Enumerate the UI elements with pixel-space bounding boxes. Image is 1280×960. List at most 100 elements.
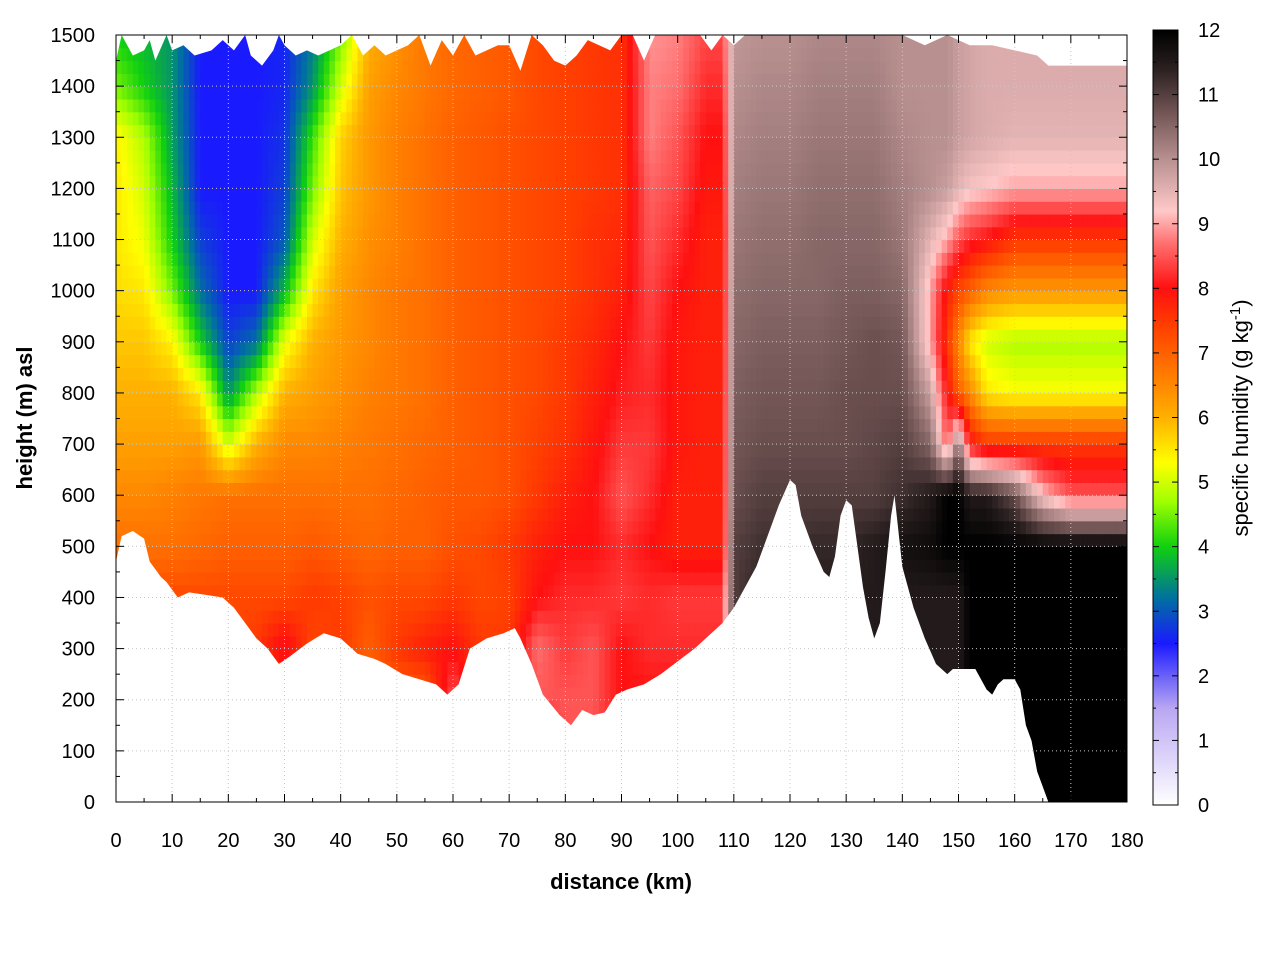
heatmap-cell bbox=[486, 213, 493, 228]
heatmap-cell bbox=[537, 546, 544, 560]
heatmap-cell bbox=[217, 380, 224, 394]
heatmap-cell bbox=[554, 60, 561, 74]
heatmap-cell bbox=[295, 213, 302, 228]
heatmap-cell bbox=[481, 329, 488, 343]
heatmap-cell bbox=[205, 303, 213, 317]
heatmap-cell bbox=[228, 98, 235, 113]
heatmap-cell bbox=[424, 648, 432, 662]
heatmap-cell bbox=[486, 469, 493, 484]
heatmap-cell bbox=[228, 597, 235, 611]
heatmap-cell bbox=[458, 303, 465, 317]
heatmap-cell bbox=[290, 495, 297, 509]
heatmap-cell bbox=[312, 329, 319, 343]
heatmap-cell bbox=[194, 482, 201, 496]
heatmap-cell bbox=[284, 418, 291, 432]
heatmap-cell bbox=[570, 635, 578, 650]
heatmap-cell bbox=[250, 188, 258, 202]
heatmap-cell bbox=[183, 290, 190, 305]
heatmap-cell bbox=[469, 303, 477, 317]
heatmap-cell bbox=[262, 584, 269, 599]
heatmap-cell bbox=[447, 367, 454, 381]
heatmap-cell bbox=[503, 265, 510, 279]
heatmap-cell bbox=[160, 546, 168, 560]
heatmap-cell bbox=[475, 111, 482, 126]
heatmap-cell bbox=[570, 674, 578, 688]
heatmap-cell bbox=[379, 648, 387, 662]
heatmap-cell bbox=[430, 239, 437, 253]
heatmap-cell bbox=[194, 303, 201, 317]
heatmap-cell bbox=[447, 354, 454, 368]
heatmap-cell bbox=[531, 60, 538, 74]
heatmap-cell bbox=[396, 482, 404, 496]
heatmap-cell bbox=[514, 456, 521, 471]
heatmap-cell bbox=[250, 610, 258, 624]
heatmap-cell bbox=[458, 98, 465, 113]
heatmap-cell bbox=[166, 201, 173, 215]
heatmap-cell bbox=[351, 610, 359, 624]
heatmap-cell bbox=[144, 60, 151, 74]
heatmap-cell bbox=[570, 98, 578, 113]
heatmap-cell bbox=[363, 265, 370, 279]
heatmap-cell bbox=[116, 290, 123, 305]
heatmap-cell bbox=[526, 571, 533, 586]
heatmap-cell bbox=[245, 354, 252, 368]
heatmap-cell bbox=[542, 635, 550, 650]
heatmap-cell bbox=[116, 47, 123, 62]
heatmap-cell bbox=[144, 252, 151, 266]
heatmap-cell bbox=[329, 47, 336, 62]
heatmap-cell bbox=[419, 86, 426, 100]
heatmap-cell bbox=[520, 316, 527, 330]
heatmap-cell bbox=[205, 73, 213, 87]
heatmap-cell bbox=[357, 239, 364, 253]
heatmap-cell bbox=[396, 150, 404, 164]
heatmap-cell bbox=[121, 495, 128, 509]
heatmap-cell bbox=[211, 111, 218, 126]
heatmap-cell bbox=[408, 418, 415, 432]
heatmap-cell bbox=[458, 60, 465, 74]
heatmap-cell bbox=[205, 252, 213, 266]
heatmap-cell bbox=[559, 597, 566, 611]
heatmap-cell bbox=[497, 354, 505, 368]
heatmap-cell bbox=[211, 98, 218, 113]
heatmap-cell bbox=[273, 469, 280, 484]
heatmap-cell bbox=[509, 98, 516, 113]
heatmap-cell bbox=[492, 60, 499, 74]
heatmap-cell bbox=[554, 674, 561, 688]
heatmap-cell bbox=[475, 610, 482, 624]
heatmap-cell bbox=[419, 124, 426, 138]
heatmap-cell bbox=[166, 392, 173, 407]
heatmap-cell bbox=[189, 520, 196, 535]
heatmap-cell bbox=[301, 533, 308, 547]
heatmap-cell bbox=[396, 444, 404, 458]
heatmap-cell bbox=[144, 226, 151, 241]
heatmap-cell bbox=[374, 341, 381, 356]
heatmap-cell bbox=[492, 520, 499, 535]
heatmap-cell bbox=[155, 495, 162, 509]
heatmap-cell bbox=[205, 47, 213, 62]
heatmap-cell bbox=[503, 392, 510, 407]
heatmap-cell bbox=[385, 444, 392, 458]
heatmap-cell bbox=[509, 316, 516, 330]
heatmap-cell bbox=[262, 367, 269, 381]
heatmap-cell bbox=[290, 623, 297, 637]
heatmap-cell bbox=[492, 86, 499, 100]
heatmap-cell bbox=[531, 86, 538, 100]
heatmap-cell bbox=[430, 226, 437, 241]
heatmap-cell bbox=[222, 469, 229, 484]
heatmap-cell bbox=[323, 431, 331, 445]
heatmap-cell bbox=[447, 380, 454, 394]
heatmap-cell bbox=[155, 150, 162, 164]
heatmap-cell bbox=[576, 635, 583, 650]
heatmap-cell bbox=[576, 124, 583, 138]
heatmap-cell bbox=[217, 392, 224, 407]
heatmap-cell bbox=[166, 73, 173, 87]
heatmap-cell bbox=[149, 124, 156, 138]
heatmap-cell bbox=[526, 98, 533, 113]
heatmap-cell bbox=[424, 405, 432, 420]
heatmap-cell bbox=[189, 482, 196, 496]
heatmap-cell bbox=[402, 648, 409, 662]
heatmap-cell bbox=[542, 444, 550, 458]
heatmap-cell bbox=[228, 60, 235, 74]
heatmap-cell bbox=[132, 431, 140, 445]
heatmap-cell bbox=[132, 507, 140, 522]
